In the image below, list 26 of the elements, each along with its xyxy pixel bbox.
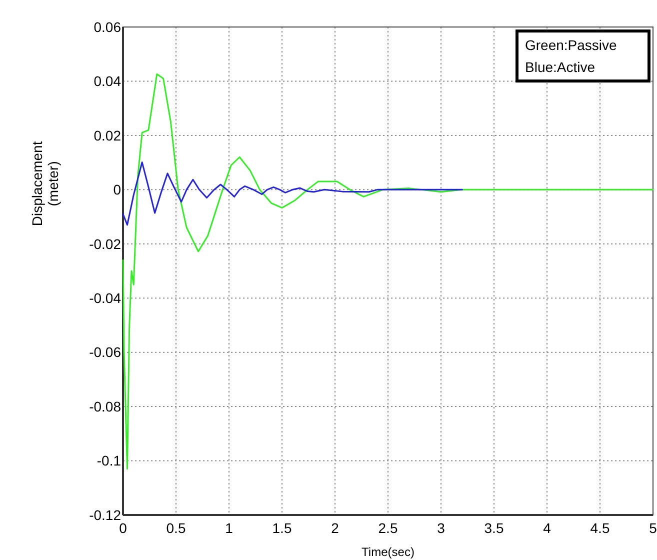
y-tick-label: 0.04	[94, 73, 122, 90]
x-tick-label: 2.5	[378, 520, 398, 536]
x-tick-label: 1.5	[272, 520, 292, 536]
x-tick-label: 2	[331, 520, 340, 536]
line-series	[122, 162, 463, 226]
x-tick-label: 3.5	[484, 520, 504, 536]
y-tick-label: -0.1	[96, 452, 122, 469]
x-axis-title: Time(sec)	[362, 545, 414, 559]
x-tick-label: 4.5	[590, 520, 610, 536]
x-tick-label: 3	[437, 520, 446, 536]
y-tick-label: -0.04	[89, 290, 122, 306]
y-tick-label: 0.06	[94, 18, 122, 35]
x-tick-label: 1	[225, 520, 234, 536]
annotation: Blue:Active	[525, 59, 596, 75]
y-tick-label: 0	[113, 182, 122, 198]
y-tick-label: -0.06	[89, 344, 122, 360]
y-tick-label: 0.02	[94, 127, 122, 144]
y-axis-title: Displacement (meter)	[29, 141, 61, 226]
y-tick-label: -0.12	[89, 506, 122, 523]
line-series	[122, 73, 654, 470]
x-tick-label: 5	[649, 520, 657, 536]
annotation: Green:Passive	[525, 37, 618, 53]
x-tick-label: 4	[543, 520, 552, 536]
y-tick-label: -0.08	[89, 398, 122, 414]
y-tick-label: -0.02	[89, 236, 122, 252]
x-tick-label: 0.5	[166, 520, 186, 536]
